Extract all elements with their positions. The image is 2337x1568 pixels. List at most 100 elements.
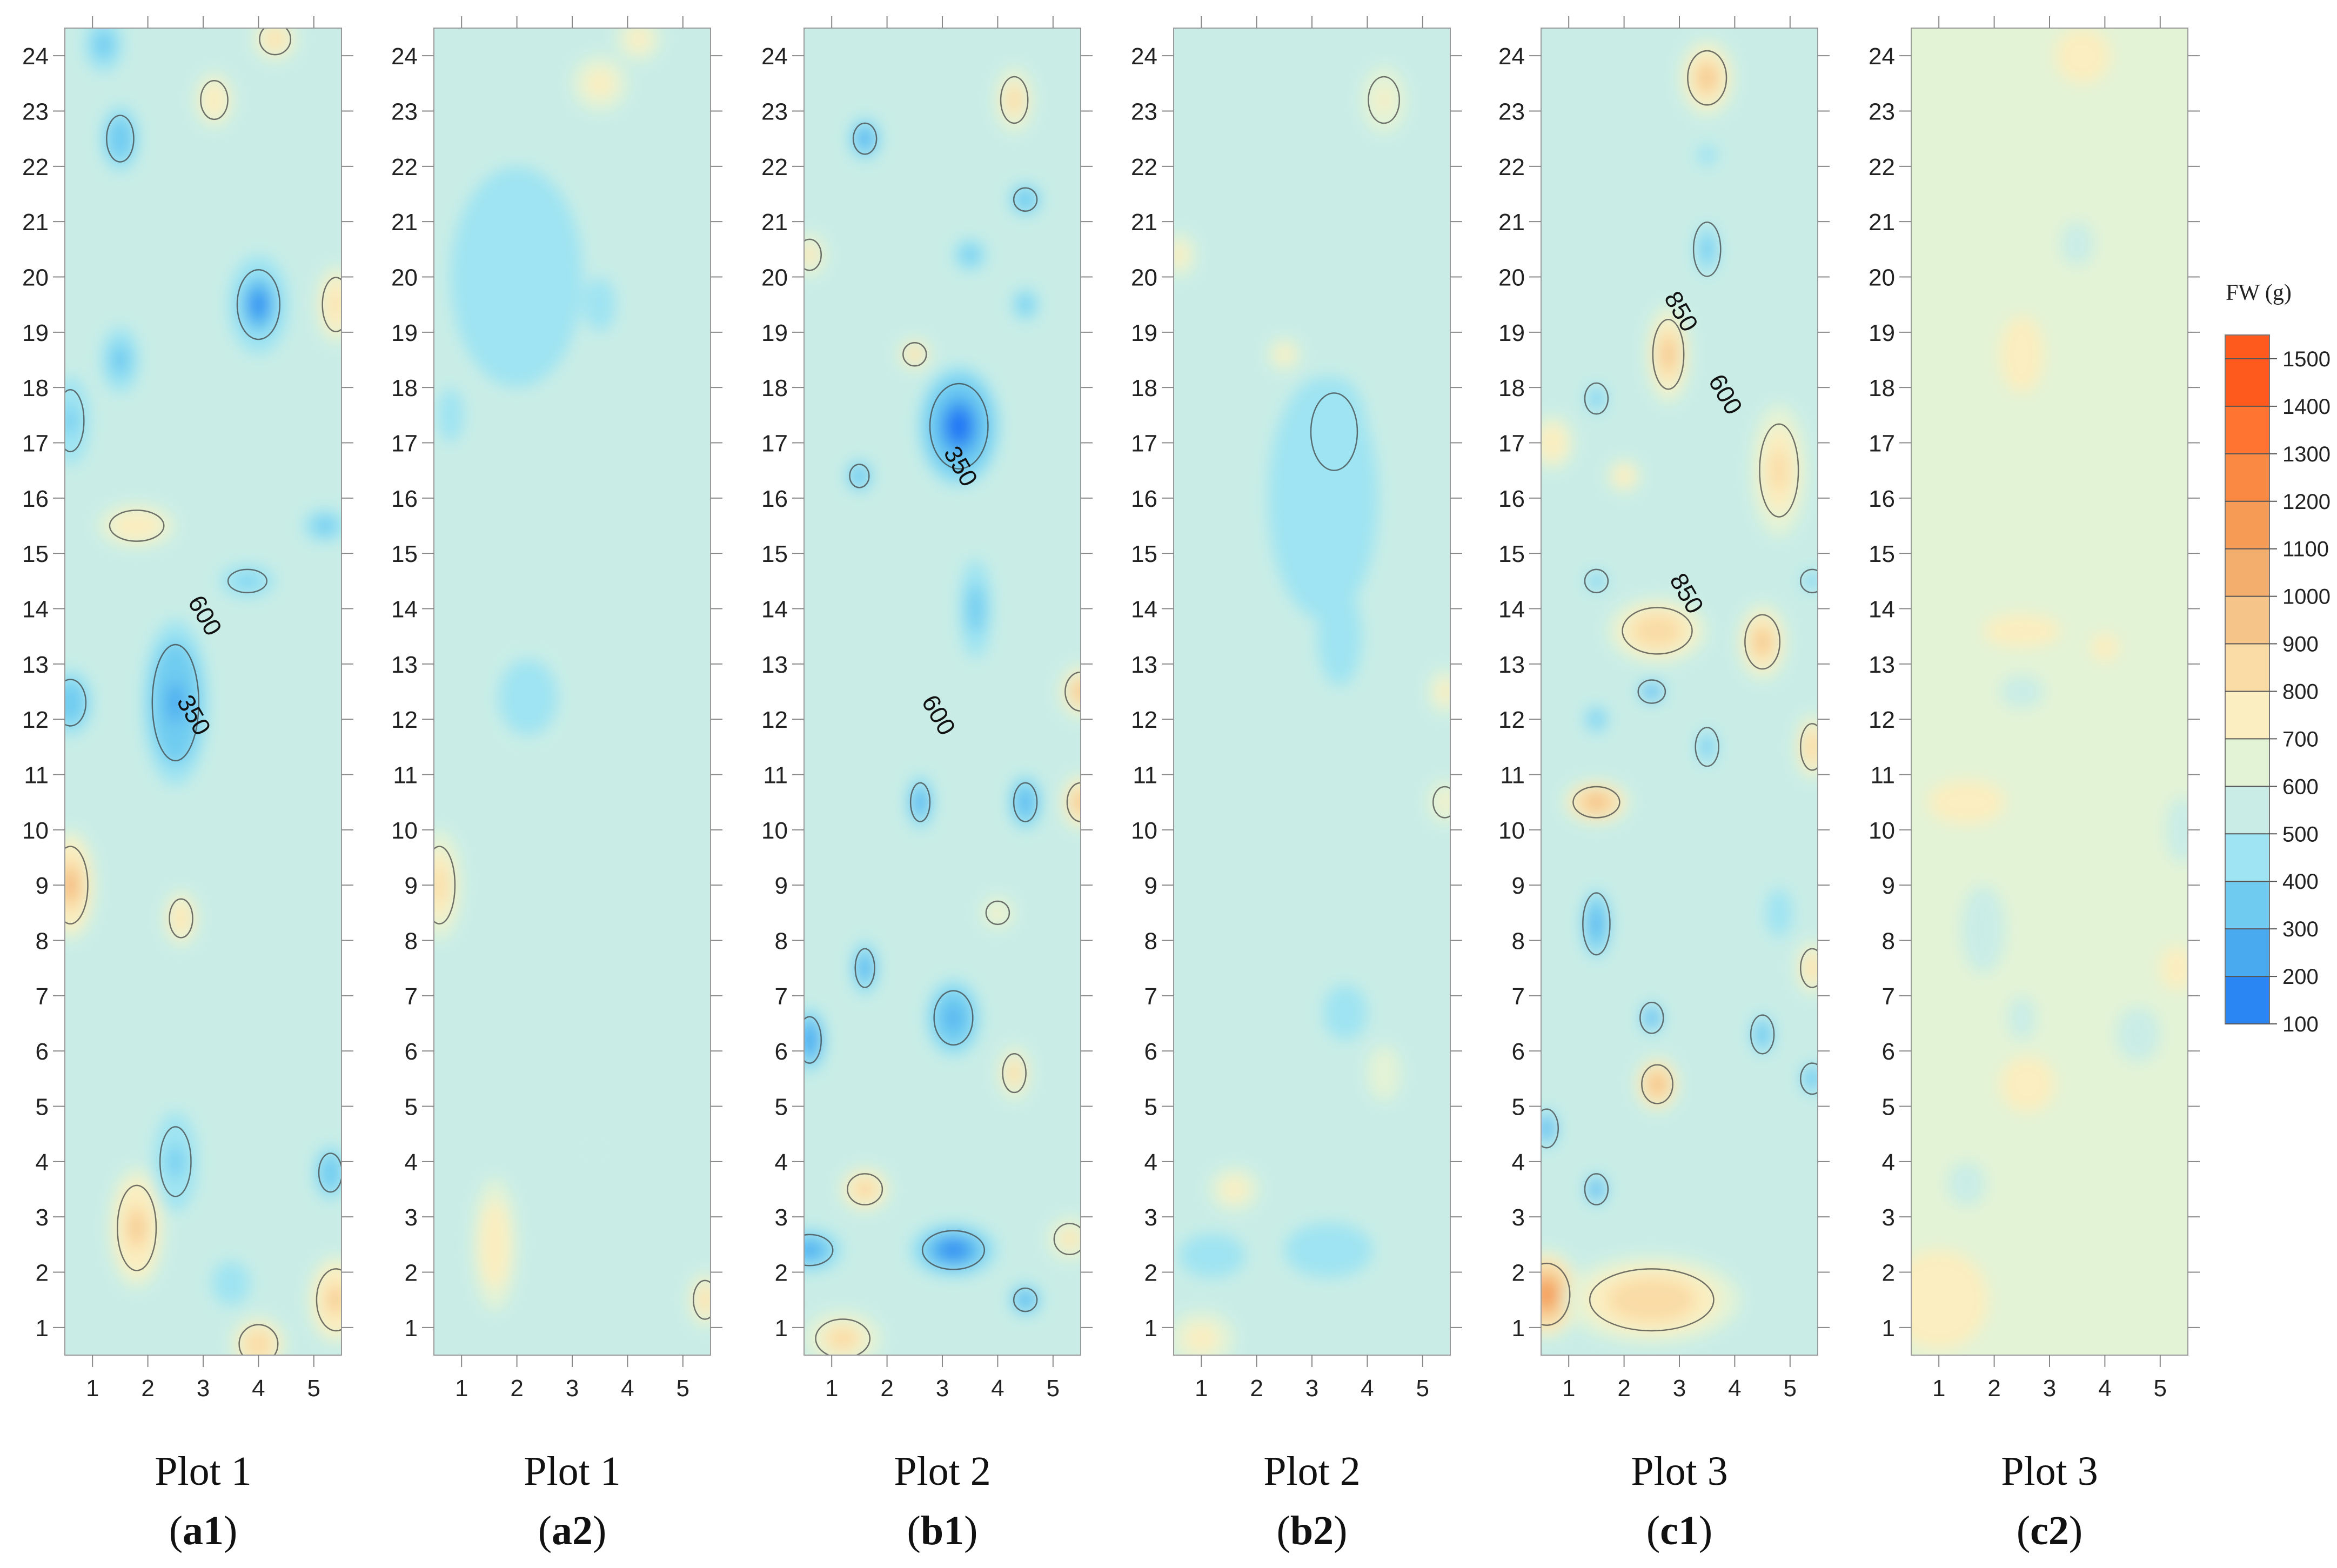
panel-c1: 8506008501234567891011121314151617181920… [1498,16,1830,1402]
x-tick-label: 3 [2043,1375,2056,1402]
field-blob [1765,888,1793,938]
field-blob [1542,1289,1551,1300]
contour-line [109,510,165,542]
y-tick-label: 4 [775,1149,788,1176]
x-tick-label: 4 [252,1375,265,1402]
contour-line [1687,50,1727,106]
y-tick-label: 16 [22,486,49,512]
field-blob [2011,334,2033,374]
field-blob [1947,791,1986,814]
field-blob [313,517,336,534]
field-blob [1592,1183,1601,1195]
field-blob [1179,1233,1246,1278]
panel-b2: 1234567891011121314151617181920212223241… [1131,16,1462,1402]
y-tick-label: 14 [391,597,418,623]
field-blob [1808,738,1817,755]
y-tick-label: 6 [405,1038,418,1065]
y-tick-label: 19 [1131,320,1157,346]
y-tick-label: 14 [22,597,49,623]
field-blob [131,1216,143,1241]
contour-line [693,1279,711,1320]
field-blob [1436,680,1450,703]
y-tick-label: 2 [775,1260,788,1286]
y-tick-label: 8 [1882,928,1895,955]
field-blob [915,793,925,812]
field-blob [952,416,966,437]
colorbar-tick-label: 1200 [2282,490,2331,514]
colorbar-band [2225,786,2269,834]
contour-line [1064,671,1081,712]
y-tick-label: 4 [1144,1149,1157,1176]
y-tick-label: 23 [761,99,788,125]
contour-line [1310,392,1358,471]
y-tick-label: 11 [393,762,418,789]
field-blob [942,1243,965,1257]
contour-line [804,1016,822,1064]
colorbar-tick-label: 1300 [2282,443,2331,466]
y-tick-label: 20 [391,265,418,291]
field-blob [860,959,870,977]
field-blob [586,69,614,97]
contour-line [1622,607,1693,655]
y-tick-label: 5 [1512,1094,1525,1121]
x-tick-label: 3 [197,1375,210,1402]
caption-plot-a2: Plot 1 [524,1449,621,1494]
field-blob [1618,470,1630,482]
field-blob [1592,915,1601,933]
y-tick-label: 2 [1882,1260,1895,1286]
caption-plot-c1: Plot 3 [1631,1449,1728,1494]
x-tick-label: 1 [1195,1375,1208,1402]
field-blob [1806,575,1818,587]
field-blob [992,907,1003,919]
field-blob [221,1272,241,1295]
y-tick-label: 8 [1512,928,1525,955]
field-blob [1591,575,1602,587]
colorbar-band [2225,406,2269,454]
field-blob [804,1242,821,1258]
contour-line [117,1184,157,1271]
y-tick-label: 16 [1869,486,1895,512]
y-tick-label: 22 [22,154,49,180]
caption-id-c1: (c1) [1646,1508,1713,1553]
field-blob [1808,1073,1817,1084]
y-tick-label: 19 [761,320,788,346]
contour-line [1641,1064,1673,1104]
field-background [804,28,1081,1355]
field-blob [2068,232,2086,255]
y-tick-label: 22 [1131,154,1157,180]
contour-line [1572,786,1621,819]
field-blob [168,1145,183,1178]
y-tick-label: 19 [22,320,49,346]
y-tick-label: 1 [1512,1315,1525,1342]
panel-c2: 1234567891011121314151617181920212223241… [1869,16,2200,1402]
field-blob [252,294,265,315]
colorbar-band [2225,834,2269,882]
contour-line [1432,786,1450,819]
y-tick-label: 19 [391,320,418,346]
y-tick-label: 22 [761,154,788,180]
field-blob [1758,1027,1767,1042]
y-tick-label: 1 [405,1315,418,1342]
y-tick-label: 16 [761,486,788,512]
contour-line [1541,1108,1559,1149]
contour-line [200,79,229,120]
y-tick-label: 13 [1498,652,1525,678]
contour-line [236,269,281,340]
y-tick-label: 18 [22,375,49,401]
x-tick-label: 3 [1305,1375,1318,1402]
x-tick-label: 5 [1784,1375,1797,1402]
caption-id-b2: (b2) [1276,1508,1348,1553]
field-blob [93,31,113,59]
colorbar-tick-label: 900 [2282,633,2319,656]
y-tick-label: 12 [22,707,49,733]
field-blob [1174,244,1188,266]
y-tick-label: 12 [1869,707,1895,733]
contour-line [1013,782,1038,822]
contour-line [1800,948,1818,988]
contour-line [1589,1268,1715,1332]
y-tick-label: 9 [1882,873,1895,899]
contour-line [169,898,193,939]
colorbar-band [2225,335,2269,406]
contour-line [159,1126,192,1197]
